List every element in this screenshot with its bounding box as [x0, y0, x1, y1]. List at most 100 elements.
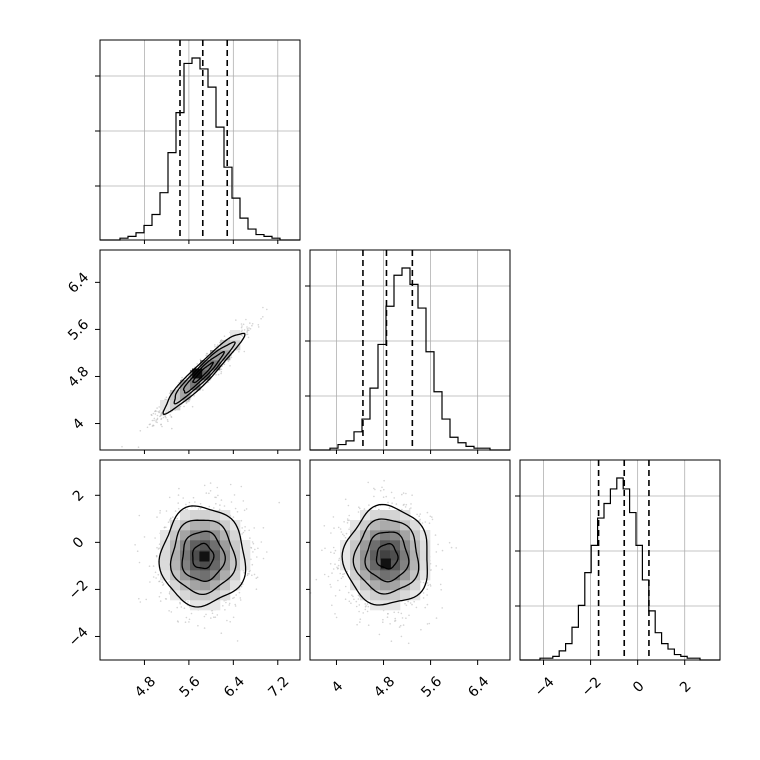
panel-0-point [158, 406, 160, 408]
panel-2-point [402, 492, 405, 494]
panel-0-point [139, 430, 142, 432]
panel-1-density-cell [170, 560, 181, 571]
panel-1-density-cell [200, 560, 211, 571]
panel-1-point [185, 503, 187, 506]
panel-1-point [177, 507, 180, 510]
panel-2-point [420, 628, 422, 631]
panel-2-point [441, 549, 444, 552]
panel-2-point [410, 518, 412, 520]
panel-1-point [219, 504, 221, 506]
panel-2-point [426, 588, 429, 591]
panel-2-point [405, 617, 407, 619]
panel-1-point [199, 503, 202, 505]
panel-1-point [240, 485, 243, 488]
yaxis-2-label-3: 2 [70, 487, 88, 505]
panel-1-point [233, 596, 235, 599]
panel-1-density-cell [180, 590, 191, 601]
panel-1-point [185, 508, 187, 511]
panel-1-point [176, 606, 178, 609]
panel-2-point [387, 501, 389, 504]
panel-1-point [184, 621, 187, 623]
panel-2-density-cell [370, 520, 381, 531]
panel-2-point [413, 600, 416, 603]
panel-1-point [134, 544, 136, 546]
panel-1-point [278, 501, 281, 504]
panel-1-point [208, 492, 210, 495]
panel-1-point [177, 502, 179, 504]
panel-1-point [158, 580, 161, 583]
panel-2-point [334, 595, 337, 597]
panel-2-point [387, 613, 389, 615]
panel-2-point [355, 605, 358, 608]
panel-1-point [217, 494, 219, 497]
panel-1-point [253, 573, 256, 576]
panel-0-point [146, 426, 149, 429]
panel-1-density-cell [160, 570, 171, 581]
panel-2-density-cell [360, 520, 371, 531]
panel-2-point [368, 504, 370, 506]
panel-1-point [242, 569, 245, 572]
panel-0-point [214, 344, 216, 346]
panel-2-point [333, 552, 336, 554]
panel-2-point [440, 589, 443, 591]
panel-0-point [241, 329, 243, 332]
panel-2-point [359, 507, 361, 510]
hist-1-steps [310, 267, 510, 451]
panel-2-point [394, 617, 397, 620]
panel-0-point [181, 376, 183, 379]
panel-1-point [152, 576, 155, 578]
xaxis-2-label-1: −2 [579, 674, 605, 700]
panel-0-point [238, 351, 240, 353]
panel-1-point [159, 512, 161, 514]
panel-2-point [348, 519, 350, 522]
panel-0-point [193, 390, 196, 393]
panel-1-density-cell [190, 550, 201, 561]
panel-1-density-cell [180, 560, 191, 571]
panel-2-point [410, 503, 412, 505]
panel-2-point [426, 594, 428, 596]
panel-0-point [162, 416, 165, 419]
panel-2-point [333, 527, 335, 529]
panel-1-point [251, 541, 254, 543]
panel-1-point [243, 509, 246, 512]
panel-2-density-cell [380, 590, 391, 601]
panel-2-point [331, 572, 333, 574]
panel-1-point [244, 529, 246, 532]
panel-2-density-cell [380, 580, 391, 591]
panel-1-point [220, 499, 223, 501]
panel-1-density-cell [230, 540, 241, 551]
panel-2-density-cell [400, 580, 411, 591]
panel-1-point [247, 573, 249, 575]
panel-2-density-cell [410, 550, 421, 561]
panel-1-point [157, 573, 160, 576]
xaxis-2-label-3: 2 [677, 678, 695, 696]
panel-0-point [220, 371, 223, 373]
panel-2-density-cell [410, 590, 421, 601]
panel-1-density-cell [230, 520, 241, 531]
panel-2-point [366, 610, 369, 613]
panel-1-point [250, 546, 252, 549]
panel-0-point [196, 363, 198, 365]
panel-2-density-cell [400, 540, 411, 551]
panel-1-contour-3 [158, 505, 247, 608]
panel-1-contour-0 [192, 542, 215, 570]
panel-0-frame [99, 249, 301, 451]
panel-2-point [374, 488, 376, 491]
panel-2-point [367, 605, 370, 608]
panel-2-point [441, 607, 444, 609]
panel-1-point [192, 496, 195, 499]
panel-2-point [422, 597, 425, 599]
panel-2-density-cell [360, 570, 371, 581]
panel-1-density-cell [190, 520, 201, 531]
panel-1-point [159, 600, 162, 602]
panel-0-point [121, 445, 123, 448]
panel-1-density-cell [170, 530, 181, 541]
panel-0-contours [162, 332, 246, 415]
panel-1-point [174, 510, 177, 512]
panel-1-point [203, 627, 206, 629]
panel-1-point [145, 598, 147, 601]
panel-2-point [364, 608, 367, 611]
panel-0-point [247, 329, 249, 332]
panel-2-density-cell [390, 570, 401, 581]
panel-0-point [257, 326, 260, 328]
